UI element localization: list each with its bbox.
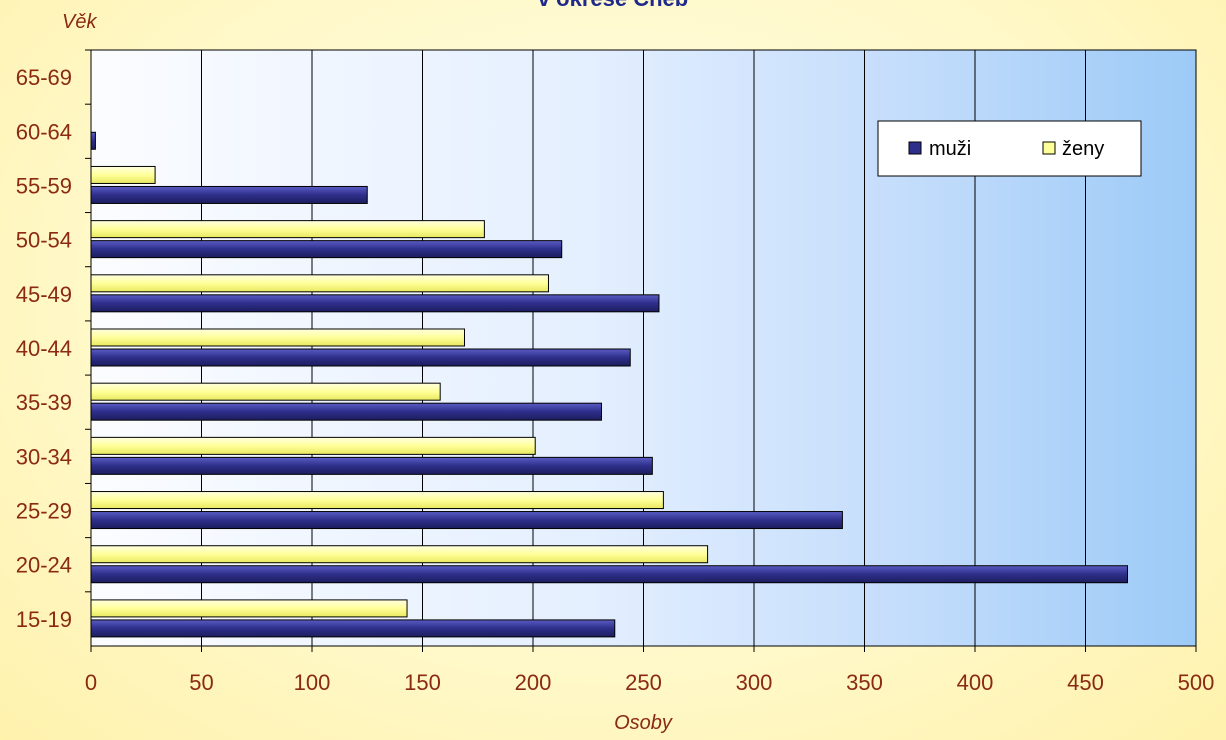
legend-label-muzi: muži: [929, 138, 971, 160]
bar-zeny-50-54: [90, 220, 485, 239]
x-tick-label: 50: [189, 670, 213, 695]
y-tick-label: 45-49: [16, 282, 72, 307]
bar-zeny-40-44: [90, 328, 465, 347]
bar-muzi-25-29: [90, 511, 843, 530]
x-tick-label: 400: [957, 670, 994, 695]
legend: muži ženy: [877, 120, 1142, 177]
y-tick-label: 25-29: [16, 499, 72, 524]
y-tick-label: 60-64: [16, 119, 72, 144]
y-tick-label: 20-24: [16, 553, 72, 578]
bar-muzi-45-49: [90, 294, 660, 313]
bar-muzi-60-64: [90, 131, 96, 150]
legend-swatch-zeny: [1042, 141, 1056, 155]
bar-muzi-40-44: [90, 348, 631, 367]
y-tick-label: 35-39: [16, 390, 72, 415]
bar-zeny-30-34: [90, 436, 536, 455]
bar-muzi-15-19: [90, 619, 616, 638]
y-tick-label: 55-59: [16, 173, 72, 198]
x-tick-label: 150: [404, 670, 441, 695]
legend-label-zeny: ženy: [1062, 138, 1104, 160]
bars: [90, 131, 1128, 638]
legend-box: [877, 120, 1142, 177]
y-tick-label: 50-54: [16, 228, 72, 253]
bar-muzi-35-39: [90, 402, 603, 421]
bar-zeny-45-49: [90, 274, 549, 293]
y-tick-labels: 15-19 20-24 25-29 30-34 35-39 40-44 45-49 50-54…: [16, 65, 72, 632]
bar-muzi-30-34: [90, 456, 653, 475]
x-axis-title: Osoby: [614, 712, 673, 734]
y-tick-label: 65-69: [16, 65, 72, 90]
chart-title: v okrese Cheb: [538, 0, 688, 11]
bar-muzi-50-54: [90, 240, 563, 259]
y-axis-title: Věk: [62, 11, 97, 33]
y-tick-label: 40-44: [16, 336, 72, 361]
y-tick-label: 15-19: [16, 607, 72, 632]
x-tick-label: 100: [294, 670, 331, 695]
bar-muzi-55-59: [90, 185, 368, 204]
bar-zeny-20-24: [90, 545, 709, 564]
bar-zeny-55-59: [90, 165, 156, 184]
x-tick-label: 0: [85, 670, 97, 695]
x-tick-label: 300: [736, 670, 773, 695]
x-tick-label: 250: [625, 670, 662, 695]
x-tick-label: 200: [515, 670, 552, 695]
bar-zeny-25-29: [90, 491, 664, 510]
x-tick-labels: 0 50 100 150 200 250 300 350 400 450 500: [85, 670, 1214, 695]
bar-zeny-15-19: [90, 599, 408, 618]
bar-muzi-20-24: [90, 565, 1128, 584]
bar-zeny-35-39: [90, 382, 441, 401]
x-tick-label: 500: [1178, 670, 1215, 695]
x-tick-label: 350: [846, 670, 883, 695]
legend-swatch-muzi: [908, 141, 922, 155]
y-tick-label: 30-34: [16, 444, 72, 469]
x-tick-label: 450: [1067, 670, 1104, 695]
